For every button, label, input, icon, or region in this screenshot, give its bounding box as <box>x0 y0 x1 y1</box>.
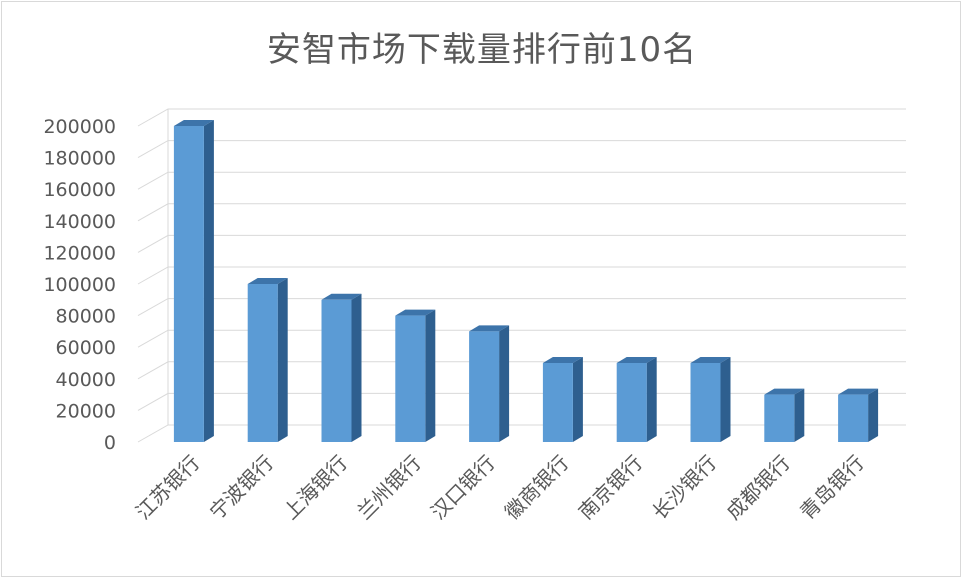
y-tick-label: 180000 <box>43 148 116 170</box>
bar-top <box>764 388 805 395</box>
bar-front <box>542 363 573 442</box>
bar-front <box>764 394 795 442</box>
bar-side <box>425 309 436 442</box>
x-axis-labels: 江苏银行 宁波银行 上海银行 兰州银行 汉口银行 徽商银行 南京银行 长沙银行 成都银行 青岛银行 <box>131 451 869 525</box>
bar-front <box>395 315 426 442</box>
bar-side <box>277 278 288 442</box>
bar-top <box>247 278 288 284</box>
x-category-label: 南京银行 <box>574 451 648 525</box>
bar-top <box>542 357 583 363</box>
bar-top <box>395 309 436 316</box>
y-tick-label: 160000 <box>43 179 116 201</box>
y-tick-label: 100000 <box>43 274 116 296</box>
x-category-label: 青岛银行 <box>795 451 869 525</box>
gridline <box>137 234 906 253</box>
bar-front <box>247 284 278 442</box>
bar-front <box>469 331 500 442</box>
bar-side <box>720 357 731 442</box>
x-category-label: 宁波银行 <box>205 451 279 525</box>
x-category-label: 长沙银行 <box>647 451 721 525</box>
bar-side <box>646 357 657 442</box>
bar-side <box>351 293 362 442</box>
y-tick-label: 20000 <box>56 400 116 422</box>
bar-side <box>203 120 214 442</box>
bar-side <box>499 325 510 442</box>
x-category-label: 成都银行 <box>721 451 795 525</box>
gridlines <box>137 108 906 443</box>
bar <box>469 325 510 442</box>
gridline <box>137 140 906 159</box>
bar <box>838 388 879 442</box>
y-tick-label: 80000 <box>56 306 116 328</box>
bar <box>247 278 288 442</box>
bar <box>542 357 583 442</box>
bar <box>616 357 657 442</box>
bar <box>764 388 805 442</box>
bar-side <box>572 357 583 442</box>
bar-front <box>321 299 352 442</box>
y-tick-label: 40000 <box>56 369 116 391</box>
bar-side <box>868 388 879 442</box>
bar-front <box>616 363 647 442</box>
bar-top <box>173 120 214 126</box>
bar <box>395 309 436 442</box>
bar-front <box>690 363 721 442</box>
x-category-label: 汉口银行 <box>426 451 500 525</box>
bar-top <box>469 325 510 332</box>
bars <box>173 120 879 442</box>
bar-top <box>321 293 362 300</box>
x-category-label: 徽商银行 <box>500 451 574 525</box>
y-tick-label: 0 <box>104 432 116 454</box>
bar-front <box>173 126 204 442</box>
bar <box>690 357 731 442</box>
bar-top <box>690 357 731 363</box>
y-axis-ticks: 0 20000 40000 60000 80000 100000 120000 140000 1… <box>43 116 116 454</box>
bar-top <box>838 388 879 395</box>
x-category-label: 上海银行 <box>278 451 352 525</box>
bar <box>173 120 214 442</box>
bar-front <box>838 394 869 442</box>
chart-title: 安智市场下载量排行前10名 <box>266 30 698 70</box>
y-tick-label: 200000 <box>43 116 116 138</box>
gridline <box>137 171 906 190</box>
gridline <box>137 108 906 127</box>
x-category-label: 江苏银行 <box>131 451 205 525</box>
bar-side <box>794 388 805 442</box>
bar <box>321 293 362 442</box>
x-category-label: 兰州银行 <box>352 451 426 525</box>
y-tick-label: 60000 <box>56 337 116 359</box>
bar-top <box>616 357 657 363</box>
y-tick-label: 140000 <box>43 211 116 233</box>
gridline <box>137 203 906 222</box>
y-tick-label: 120000 <box>43 242 116 264</box>
